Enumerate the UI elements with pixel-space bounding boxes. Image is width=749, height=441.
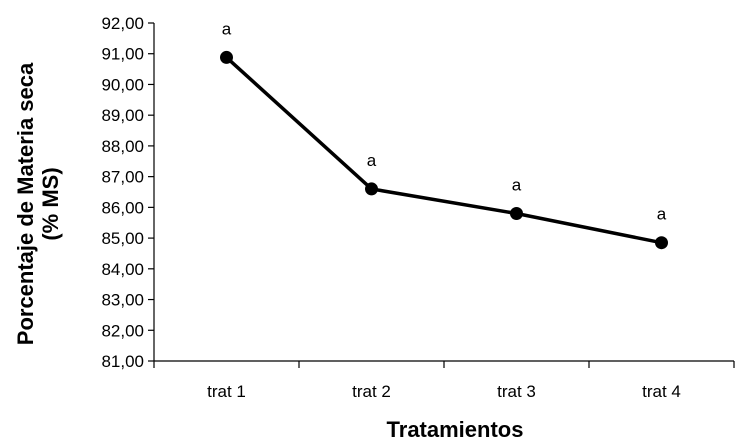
data-point	[510, 207, 523, 221]
y-axis-title-line-2: (% MS)	[38, 167, 63, 240]
x-tick-label: trat 1	[207, 382, 246, 401]
x-tick-label: trat 3	[497, 382, 536, 401]
data-label: a	[512, 176, 522, 195]
data-point	[365, 182, 378, 196]
y-tick-label: 86,00	[101, 198, 144, 217]
data-point	[655, 236, 668, 250]
y-tick-label: 89,00	[101, 106, 144, 125]
x-tick-label: trat 2	[352, 382, 391, 401]
x-axis-title: Tratamientos	[387, 417, 524, 441]
data-label: a	[222, 19, 232, 38]
y-tick-label: 82,00	[101, 321, 144, 340]
y-tick-label: 91,00	[101, 45, 144, 64]
x-axis: trat 1 trat 2 trat 3 trat 4	[153, 360, 735, 401]
y-tick-label: 90,00	[101, 75, 144, 94]
data-point	[220, 50, 233, 64]
y-tick-label: 87,00	[101, 168, 144, 187]
y-axis: 81,00 82,00 83,00 84,00 85,00 86,00 87,00 88,00…	[101, 14, 155, 371]
y-tick-label: 84,00	[101, 260, 144, 279]
data-label: a	[657, 205, 667, 224]
data-label: a	[367, 151, 377, 170]
y-axis-title-line-1: Porcentaje de Materia seca	[13, 62, 38, 345]
series-line	[225, 56, 662, 245]
y-tick-label: 92,00	[101, 14, 144, 33]
y-tick-label: 83,00	[101, 291, 144, 310]
y-tick-label: 88,00	[101, 137, 144, 156]
data-series: a a a a	[220, 19, 668, 250]
x-tick-label: trat 4	[642, 382, 681, 401]
y-tick-label: 85,00	[101, 229, 144, 248]
y-tick-label: 81,00	[101, 352, 144, 371]
